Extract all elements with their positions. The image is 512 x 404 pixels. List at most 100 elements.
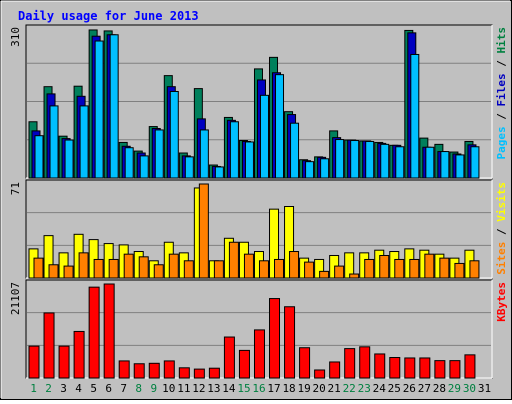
bar-kbytes-day-9 <box>148 362 160 379</box>
x-tick-label: 25 <box>388 382 401 395</box>
series-legend: Sites / Visits <box>495 182 508 275</box>
bar-kbytes-day-12 <box>193 368 205 379</box>
bar-sites-day-9 <box>153 264 164 279</box>
bar-kbytes-day-22 <box>344 348 356 379</box>
panel-hits-files-pages: 310 Pages / Files / Hits <box>9 24 508 179</box>
legend-part: / <box>495 54 508 74</box>
x-tick-label: 14 <box>222 382 236 395</box>
bar-kbytes-day-11 <box>178 367 190 379</box>
chart-title: Daily usage for June 2013 <box>18 9 199 23</box>
series-legend: Pages / Files / Hits <box>495 27 508 160</box>
bar-kbytes-day-2 <box>43 312 55 379</box>
bar-sites-day-10 <box>168 253 179 279</box>
x-tick-label: 9 <box>150 382 157 395</box>
bar-pages-day-20 <box>320 158 330 179</box>
bar-sites-day-21 <box>334 265 345 279</box>
bar-kbytes-day-3 <box>58 345 70 379</box>
bar-sites-day-19 <box>304 261 315 279</box>
bar-sites-day-29 <box>454 262 465 279</box>
bar-sites-day-2 <box>48 264 59 279</box>
bar-pages-day-11 <box>184 156 194 179</box>
bar-pages-day-19 <box>305 161 315 179</box>
x-tick-label: 8 <box>135 382 142 395</box>
bar-kbytes-day-24 <box>374 353 386 379</box>
bar-kbytes-day-6 <box>103 283 115 379</box>
bar-sites-day-16 <box>258 260 269 279</box>
bar-sites-day-12 <box>198 183 209 279</box>
x-tick-label: 21 <box>328 382 341 395</box>
bar-sites-day-5 <box>93 258 104 279</box>
bar-sites-day-11 <box>183 260 194 279</box>
bar-kbytes-day-5 <box>88 286 100 379</box>
x-tick-label: 23 <box>358 382 371 395</box>
x-tick-label: 2 <box>45 382 52 395</box>
bar-pages-day-13 <box>214 166 224 179</box>
x-tick-label: 29 <box>448 382 461 395</box>
bar-sites-day-22 <box>349 273 360 279</box>
x-tick-label: 24 <box>373 382 387 395</box>
x-tick-label: 30 <box>463 382 476 395</box>
x-tick-label: 7 <box>120 382 127 395</box>
x-tick-label: 18 <box>282 382 295 395</box>
bar-pages-day-15 <box>244 141 254 179</box>
bar-pages-day-27 <box>425 146 435 179</box>
bar-kbytes-day-29 <box>449 360 461 379</box>
bar-sites-day-23 <box>364 258 375 279</box>
bar-pages-day-7 <box>124 147 134 179</box>
x-tick-label: 27 <box>418 382 431 395</box>
bar-kbytes-day-23 <box>359 346 371 379</box>
ymax-label: 310 <box>9 27 22 47</box>
bar-kbytes-day-18 <box>284 306 296 379</box>
bar-sites-day-17 <box>274 258 285 279</box>
x-tick-label: 5 <box>90 382 97 395</box>
panel-sites-visits: 71 Sites / Visits <box>9 179 508 279</box>
bar-pages-day-25 <box>395 146 405 179</box>
bar-pages-day-17 <box>275 74 285 179</box>
bar-kbytes-day-8 <box>133 363 145 379</box>
x-tick-label: 1 <box>30 382 37 395</box>
bar-pages-day-22 <box>350 140 360 179</box>
bar-pages-day-16 <box>259 94 269 179</box>
bar-sites-day-28 <box>439 257 450 279</box>
legend-part: Files <box>495 73 508 106</box>
bar-sites-day-26 <box>409 258 420 279</box>
bar-sites-day-14 <box>228 241 239 279</box>
bar-pages-day-12 <box>199 129 209 179</box>
bar-sites-day-30 <box>469 260 480 279</box>
bar-kbytes-day-4 <box>73 330 85 379</box>
legend-part: Pages <box>495 126 508 159</box>
x-tick-label: 26 <box>403 382 416 395</box>
x-tick-label: 11 <box>177 382 190 395</box>
bar-pages-day-14 <box>229 121 239 179</box>
x-tick-label: 6 <box>105 382 112 395</box>
bar-pages-day-4 <box>79 105 89 179</box>
bar-pages-day-8 <box>139 155 149 179</box>
bar-pages-day-29 <box>455 154 465 179</box>
bar-pages-day-30 <box>470 146 480 179</box>
x-tick-label: 4 <box>75 382 82 395</box>
legend-part: Sites <box>495 242 508 275</box>
bar-pages-day-24 <box>380 143 390 179</box>
ymax-label: 21107 <box>9 282 22 315</box>
bar-sites-day-25 <box>394 258 405 279</box>
bar-pages-day-3 <box>64 139 74 179</box>
bar-sites-day-7 <box>123 253 134 279</box>
bar-kbytes-day-27 <box>419 357 431 379</box>
x-tick-label: 31 <box>478 382 491 395</box>
bar-kbytes-day-13 <box>208 367 220 379</box>
bar-sites-day-4 <box>78 252 89 279</box>
bar-sites-day-13 <box>213 260 224 279</box>
bar-kbytes-day-1 <box>28 345 40 379</box>
bar-sites-day-3 <box>63 265 74 279</box>
x-tick-label: 3 <box>60 382 67 395</box>
x-tick-label: 13 <box>207 382 220 395</box>
x-tick-label: 16 <box>252 382 265 395</box>
bar-pages-day-23 <box>365 140 375 179</box>
bar-pages-day-5 <box>94 40 104 179</box>
bar-pages-day-9 <box>154 129 164 179</box>
bar-kbytes-day-17 <box>269 298 281 379</box>
bar-pages-day-2 <box>49 105 59 179</box>
legend-part: / <box>495 107 508 127</box>
